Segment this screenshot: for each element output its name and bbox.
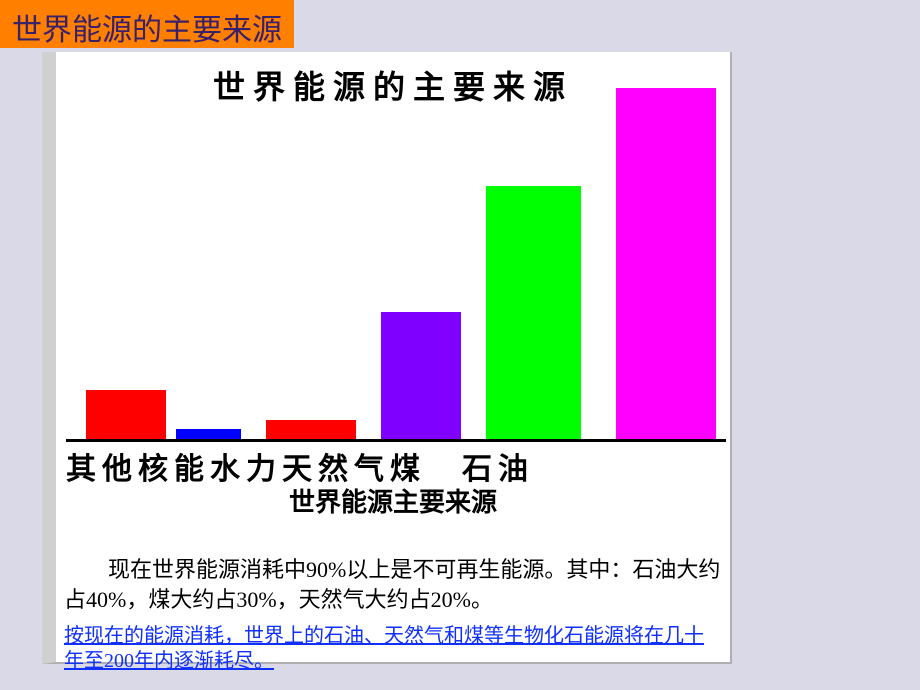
chart-card: 世界能源的主要来源 其他核能水力天然气煤 石油 世界能源主要来源 现在世界能源消… [42,52,732,664]
bar-2 [266,420,356,440]
page-header: 世界能源的主要来源 [0,0,294,48]
description-secondary: 按现在的能源消耗，世界上的石油、天然气和煤等生物化石能源将在几十年至200年内逐… [64,624,722,674]
chart-baseline [66,439,726,442]
page-header-text: 世界能源的主要来源 [12,14,282,47]
bar-5 [616,88,716,439]
description-primary: 现在世界能源消耗中90%以上是不可再生能源。其中：石油大约占40%，煤大约占30… [64,555,722,614]
bar-1 [176,429,241,439]
chart-plot-area [66,52,726,442]
chart-subtitle: 世界能源主要来源 [56,482,730,519]
bar-0 [86,390,166,439]
page-root: 世界能源的主要来源 世界能源的主要来源 其他核能水力天然气煤 石油 世界能源主要… [0,0,920,690]
bar-4 [486,186,581,440]
bar-3 [381,312,461,439]
